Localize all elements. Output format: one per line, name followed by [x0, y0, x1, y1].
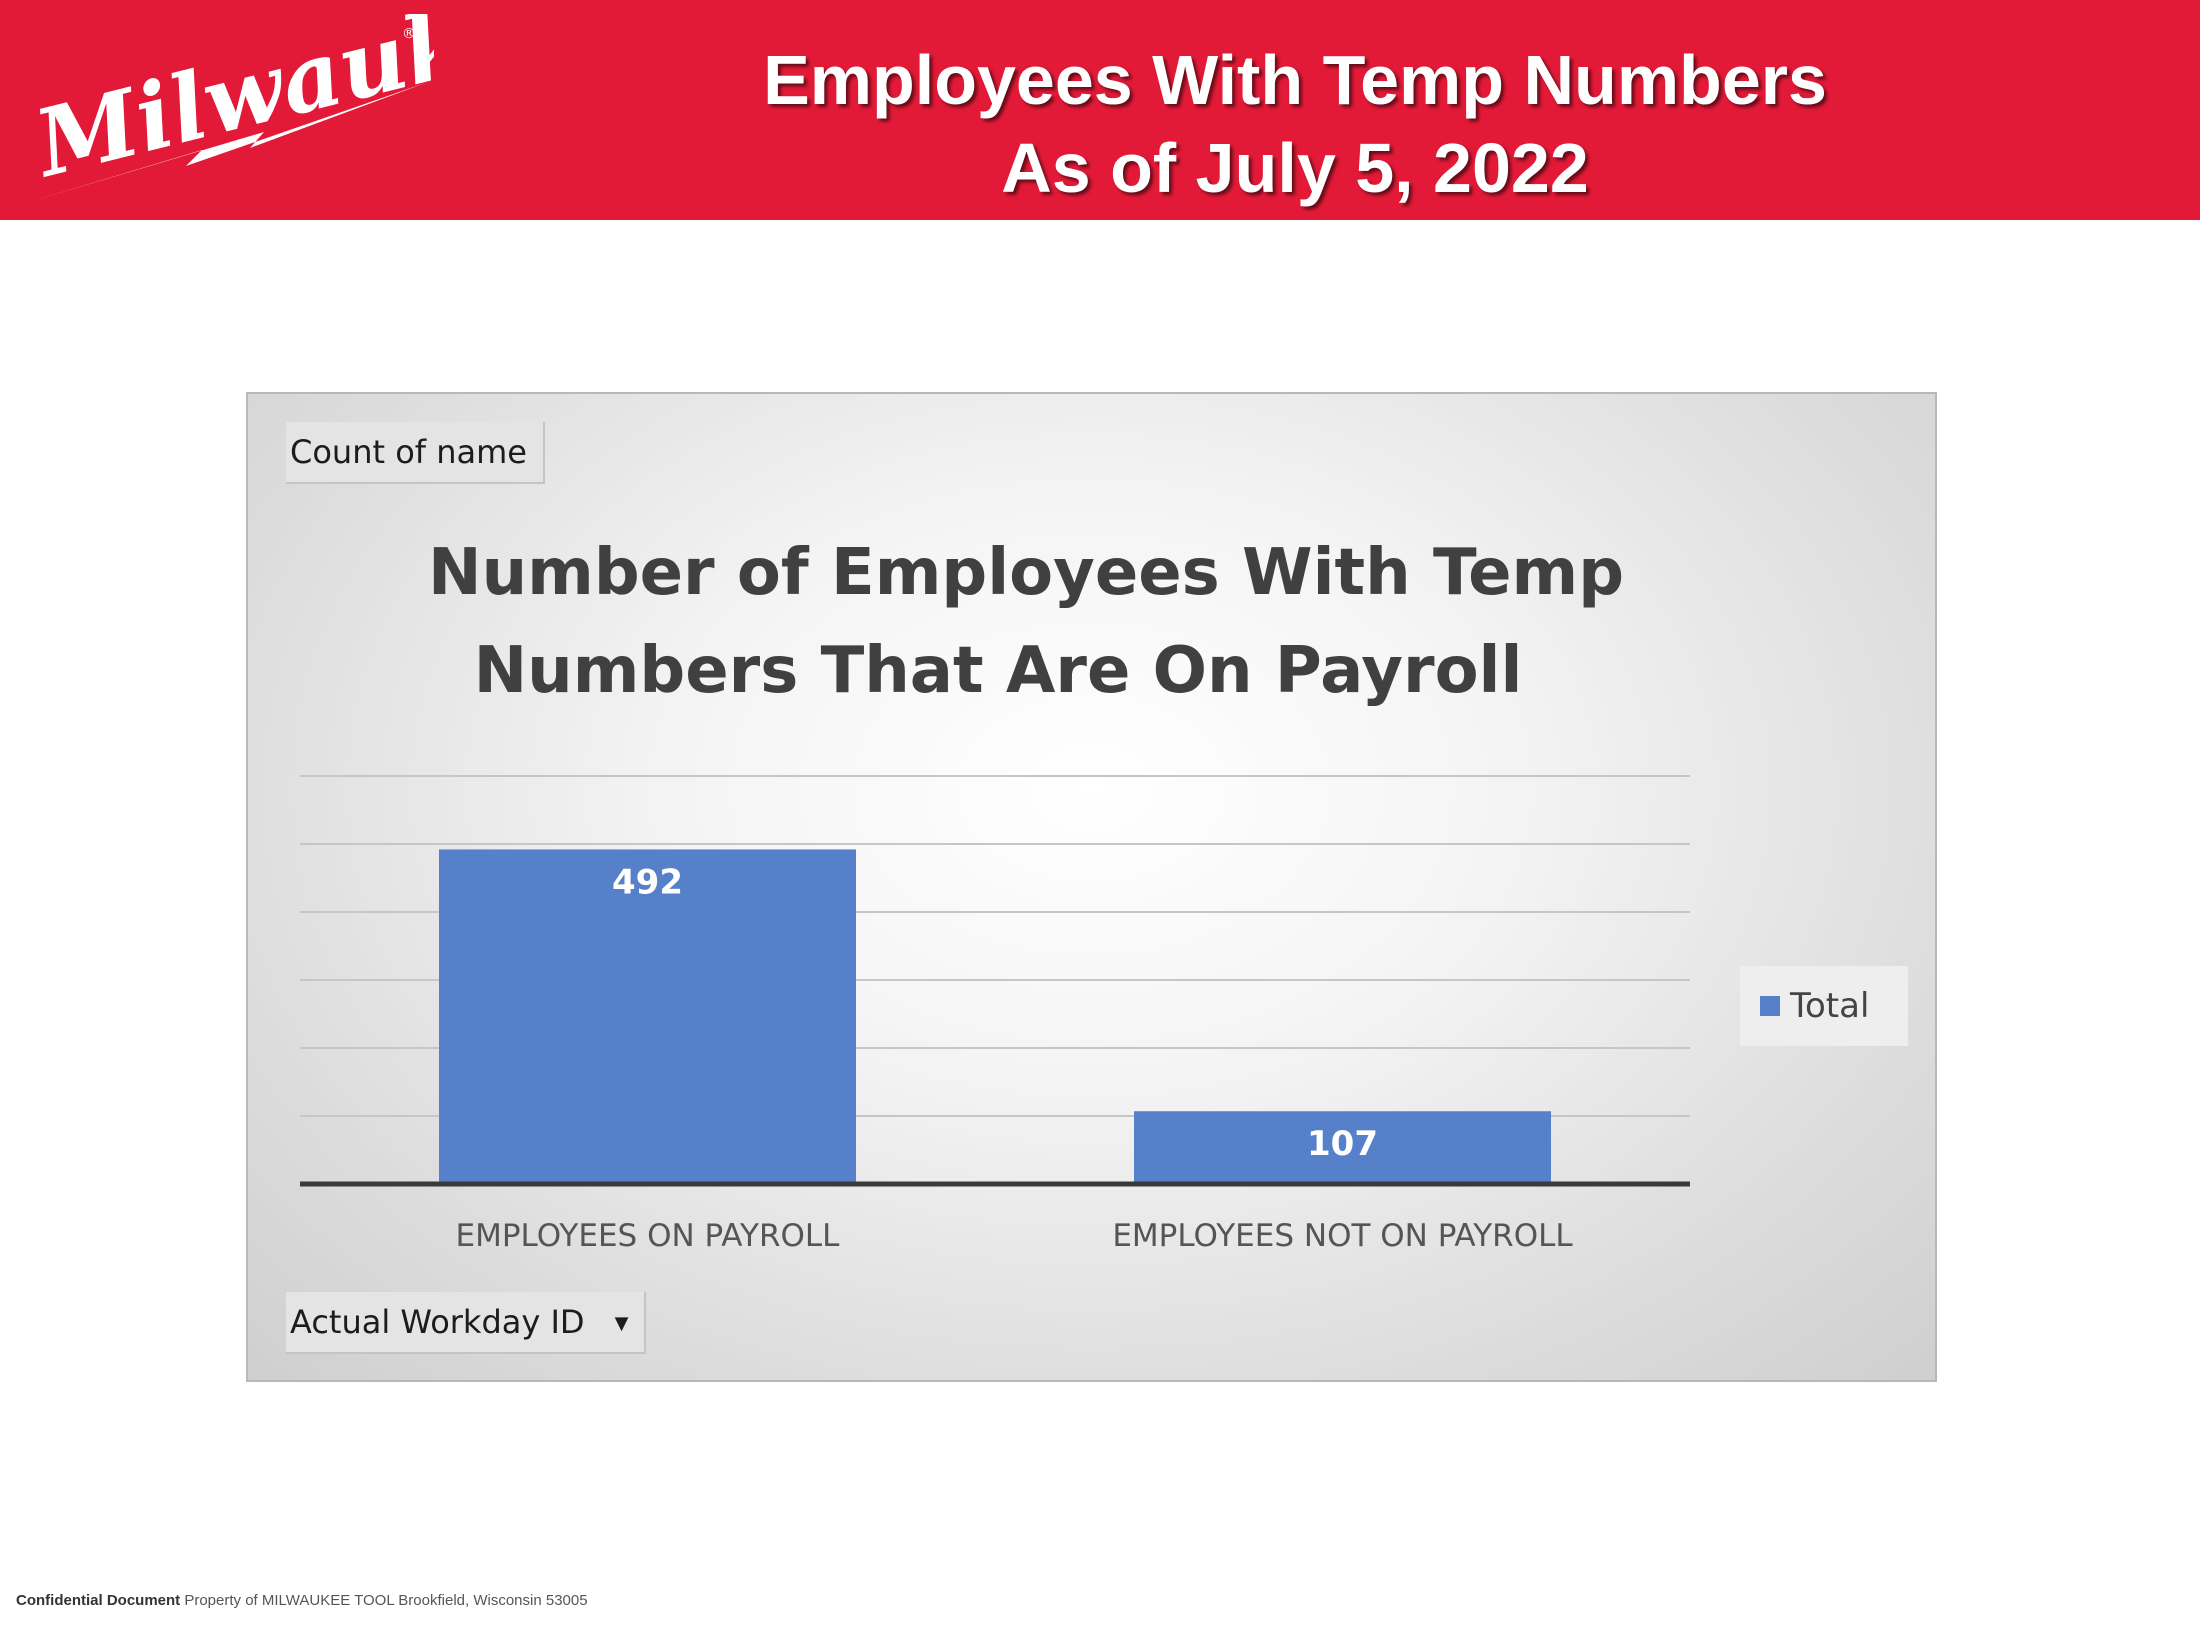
legend-swatch — [1760, 996, 1780, 1016]
legend-label: Total — [1790, 986, 1870, 1026]
page-title-line1: Employees With Temp Numbers — [763, 41, 1827, 119]
bar-employees-on-payroll[interactable] — [439, 849, 856, 1184]
chart-title-line1: Number of Employees With Temp — [428, 536, 1625, 610]
count-of-name-label: Count of name — [290, 433, 527, 471]
actual-workday-id-field-button[interactable]: Actual Workday ID ▼ — [286, 1292, 647, 1354]
bar-chart-plot: 492 EMPLOYEES ON PAYROLL 107 EMPLOYEES NOT … — [300, 775, 1690, 1254]
milwaukee-logo: Milwaukee ® — [22, 14, 434, 204]
page-title: Employees With Temp Numbers As of July 5… — [600, 36, 1990, 212]
chart-legend: Total — [1740, 966, 1908, 1046]
bar-employees-not-on-payroll[interactable] — [1134, 1111, 1551, 1184]
data-label: 492 — [612, 862, 683, 902]
svg-text:®: ® — [402, 26, 416, 42]
dropdown-arrow-icon[interactable]: ▼ — [614, 1313, 629, 1334]
footer-confidential-notice: Confidential Document Property of MILWAU… — [16, 1592, 588, 1609]
category-label: EMPLOYEES NOT ON PAYROLL — [1112, 1218, 1573, 1254]
header-banner: Milwaukee ® Employees With Temp Numbers … — [0, 0, 2200, 220]
data-label: 107 — [1307, 1124, 1378, 1164]
footer-bold-label: Confidential Document — [16, 1592, 181, 1609]
footer-text: Property of MILWAUKEE TOOL Brookfield, W… — [184, 1592, 588, 1609]
page-title-line2: As of July 5, 2022 — [1001, 129, 1589, 207]
actual-workday-id-label: Actual Workday ID — [290, 1303, 585, 1341]
chart-panel: 492 EMPLOYEES ON PAYROLL 107 EMPLOYEES NOT … — [246, 392, 1937, 1382]
category-label: EMPLOYEES ON PAYROLL — [456, 1218, 841, 1254]
svg-text:Milwaukee: Milwaukee — [22, 14, 434, 199]
count-of-name-field-button[interactable]: Count of name — [286, 422, 545, 484]
chart-title: Number of Employees With Temp Numbers Th… — [428, 524, 1625, 720]
chart-title-line2: Numbers That Are On Payroll — [473, 634, 1523, 708]
